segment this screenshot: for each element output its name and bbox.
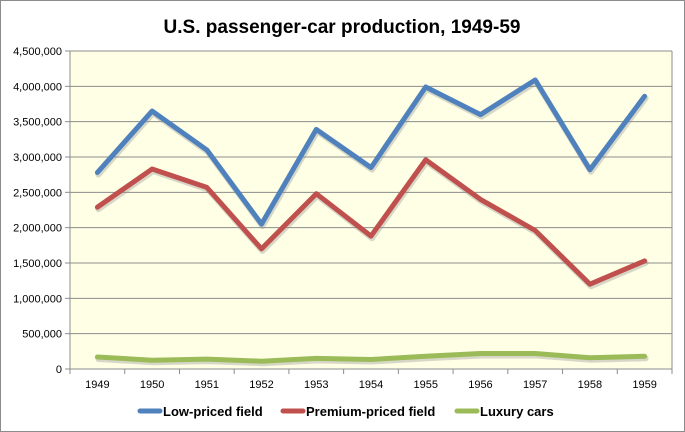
- x-tick-label: 1953: [304, 379, 328, 391]
- series-lines: [94, 77, 649, 367]
- x-tick-label: 1959: [632, 379, 656, 391]
- gridlines: [65, 50, 673, 370]
- y-tick-label: 1,000,000: [13, 293, 62, 305]
- y-tick-label: 1,500,000: [13, 258, 62, 270]
- x-tick-label: 1954: [359, 379, 383, 391]
- y-tick-label: 0: [56, 364, 62, 376]
- x-tick-label: 1952: [249, 379, 273, 391]
- y-axis-ticks: 0 500,000 1,000,000 1,500,000 2,000,000 2,500…: [13, 46, 62, 376]
- x-tick-label: 1955: [413, 379, 437, 391]
- y-tick-label: 2,000,000: [13, 223, 62, 235]
- y-tick-label: 2,500,000: [13, 187, 62, 199]
- x-tick-label: 1958: [578, 379, 602, 391]
- legend-label: Low-priced field: [163, 404, 263, 419]
- y-tick-label: 3,500,000: [13, 117, 62, 129]
- legend-label: Luxury cars: [480, 404, 554, 419]
- plot-area: [70, 51, 672, 369]
- y-tick-label: 4,000,000: [13, 81, 62, 93]
- x-axis-ticks: 1949 1950 1951 1952 1953 1954 1955 1956 1957 1958…: [69, 369, 673, 391]
- y-tick-label: 3,000,000: [13, 152, 62, 164]
- x-tick-label: 1950: [140, 379, 164, 391]
- x-tick-label: 1956: [468, 379, 492, 391]
- series-line: [94, 77, 648, 227]
- series-line: [94, 351, 648, 364]
- legend-label: Premium-priced field: [306, 404, 435, 419]
- x-tick-label: 1951: [195, 379, 219, 391]
- y-tick-label: 500,000: [22, 329, 62, 341]
- legend: Low-priced field Premium-priced field Luxu…: [137, 404, 554, 419]
- x-tick-label: 1949: [85, 379, 109, 391]
- y-tick-label: 4,500,000: [13, 46, 62, 58]
- chart-title: U.S. passenger-car production, 1949-59: [164, 17, 521, 38]
- x-tick-label: 1957: [523, 379, 547, 391]
- series-line: [94, 157, 648, 287]
